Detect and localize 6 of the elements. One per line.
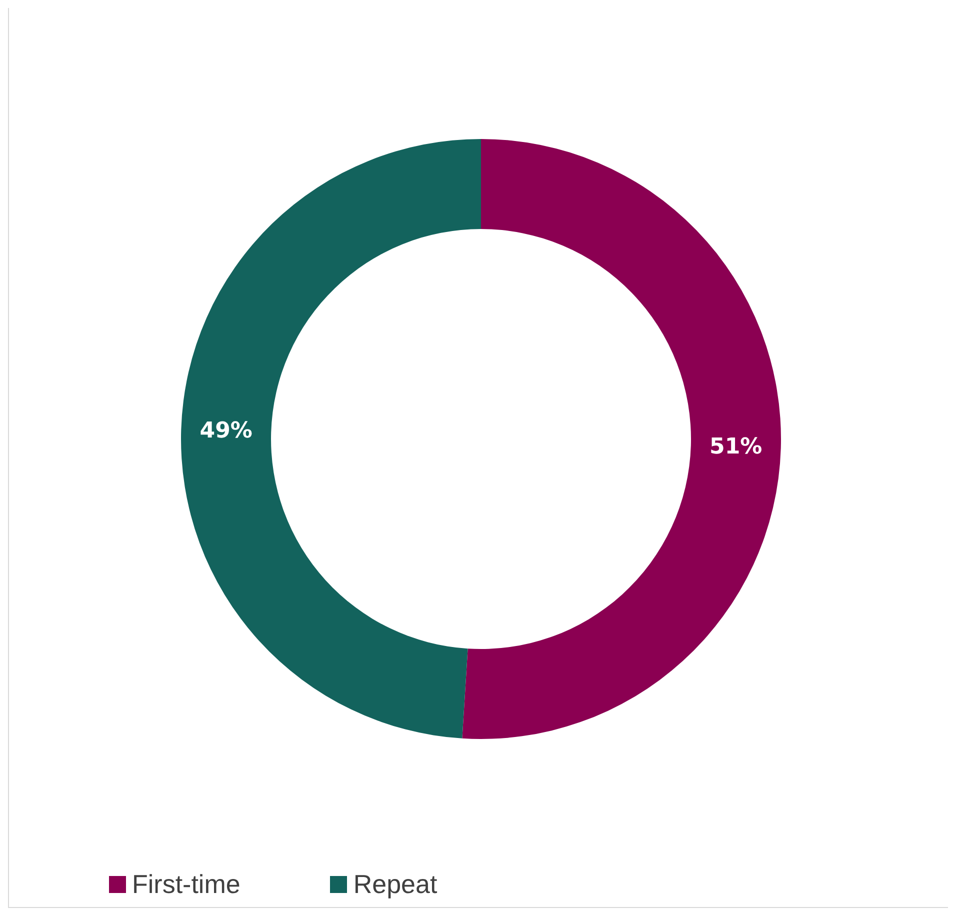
donut-slice xyxy=(462,139,781,738)
legend-label: Repeat xyxy=(353,869,438,900)
donut-slice xyxy=(181,139,481,738)
data-label: 51% xyxy=(710,434,762,460)
data-label: 49% xyxy=(200,418,252,444)
legend-label: First-time xyxy=(132,869,240,900)
